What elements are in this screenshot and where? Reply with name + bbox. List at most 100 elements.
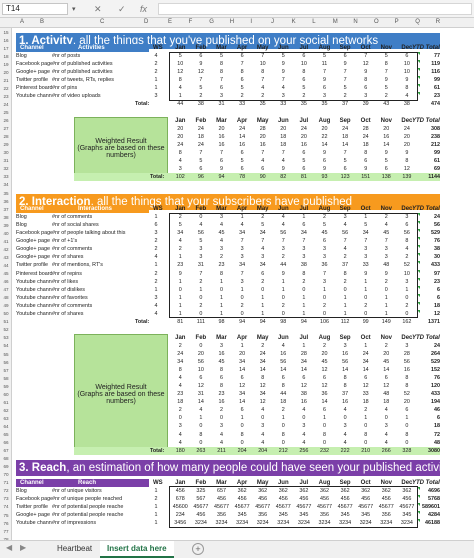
ws-cell[interactable]: 4 [154,310,158,317]
ytd-cell[interactable]: 24 [434,214,440,221]
month-value-cell[interactable]: 345 [237,512,247,518]
month-value-cell[interactable]: 6 [261,270,265,277]
month-value-cell[interactable]: 7 [281,77,285,84]
ytd-cell[interactable]: 38 [434,246,440,253]
month-value-cell[interactable]: 5 [364,222,368,229]
month-value-cell[interactable]: 5 [219,53,223,60]
month-value-cell[interactable]: 4 [343,246,347,253]
channel-cell[interactable]: Youtube channel [16,520,52,527]
metric-cell[interactable]: #nr of unique visitors [52,487,102,494]
month-value-cell[interactable]: 3 [364,93,368,100]
month-value-cell[interactable]: 33 [362,262,369,269]
month-value-cell[interactable]: 52 [403,262,410,269]
month-value-cell[interactable]: 1 [343,302,347,309]
channel-cell[interactable]: Facebook page [16,495,52,502]
ytd-cell[interactable]: 76 [434,238,440,245]
row-number[interactable]: 60 [3,391,9,397]
month-value-cell[interactable]: 4 [281,214,285,221]
row-number[interactable]: 35 [3,190,9,196]
month-value-cell[interactable]: 362 [258,487,268,494]
month-value-cell[interactable]: 345 [402,512,412,518]
month-value-cell[interactable]: 3 [261,254,265,261]
month-value-cell[interactable]: 0 [178,286,182,293]
column-header-h[interactable]: H [229,19,235,25]
month-value-cell[interactable]: 45677 [337,503,353,510]
channel-cell[interactable]: Blog [16,214,27,221]
metric-cell[interactable]: #nr of published activities [52,69,113,76]
ytd-cell[interactable]: 433 [431,262,440,269]
row-number[interactable]: 40 [3,230,9,236]
month-value-cell[interactable]: 45677 [193,503,209,510]
month-value-cell[interactable]: 2 [384,214,388,221]
month-value-cell[interactable]: 6 [343,53,347,60]
month-value-cell[interactable]: 1 [178,310,182,317]
month-value-cell[interactable]: 7 [343,238,347,245]
metric-cell[interactable]: #nr of mentions, RT's [52,262,103,269]
row-number[interactable]: 76 [3,520,9,526]
month-value-cell[interactable]: 2 [343,93,347,100]
month-value-cell[interactable]: 2 [261,93,265,100]
month-value-cell[interactable]: 8 [405,238,409,245]
month-value-cell[interactable]: 9 [384,77,388,84]
row-number[interactable]: 27 [3,126,9,132]
month-value-cell[interactable]: 1 [281,286,285,293]
month-value-cell[interactable]: 3 [219,246,223,253]
month-value-cell[interactable]: 3 [384,254,388,261]
ytd-cell[interactable]: 116 [431,69,440,76]
month-value-cell[interactable]: 4 [219,222,223,229]
channel-cell[interactable]: Blog [16,487,27,494]
ytd-cell[interactable]: 529 [431,230,440,237]
month-value-cell[interactable]: 4 [219,238,223,245]
channel-cell[interactable]: Youtube channel [16,286,52,293]
month-value-cell[interactable]: 5 [178,53,182,60]
month-value-cell[interactable]: 8 [384,61,388,68]
metric-cell[interactable]: #nr of +1's [52,238,78,245]
month-value-cell[interactable]: 0 [281,294,285,301]
month-value-cell[interactable]: 45677 [399,503,415,510]
function-icon[interactable]: fx [140,4,148,14]
month-value-cell[interactable]: 6 [219,85,223,92]
month-value-cell[interactable]: 3 [219,214,223,221]
month-value-cell[interactable]: 362 [299,487,309,494]
ws-cell[interactable]: 2 [154,278,158,285]
month-value-cell[interactable]: 4 [281,85,285,92]
metric-cell[interactable]: #nr of shares [52,254,84,261]
channel-cell[interactable]: Blog [16,222,27,229]
month-value-cell[interactable]: 7 [384,69,388,76]
month-value-cell[interactable]: 0 [405,310,409,317]
month-value-cell[interactable]: 45677 [378,503,394,510]
month-value-cell[interactable]: 6 [240,53,244,60]
month-value-cell[interactable]: 56 [342,230,349,237]
channel-cell[interactable]: Pinterest boards [16,85,52,92]
month-value-cell[interactable]: 34 [239,262,246,269]
month-value-cell[interactable]: 48 [383,262,390,269]
month-value-cell[interactable]: 5 [261,222,265,229]
ytd-cell[interactable]: 6 [437,294,440,301]
ytd-cell[interactable]: 99 [434,77,440,84]
month-value-cell[interactable]: 1 [302,294,306,301]
ws-cell[interactable]: 2 [154,69,158,76]
month-value-cell[interactable]: 3 [199,246,203,253]
month-value-cell[interactable]: 5 [178,222,182,229]
month-value-cell[interactable]: 0 [302,286,306,293]
channel-cell[interactable]: Youtube channel [16,93,52,100]
ws-cell[interactable]: 1 [154,214,158,221]
month-value-cell[interactable]: 4 [405,93,409,100]
month-value-cell[interactable]: 6 [240,77,244,84]
month-value-cell[interactable]: 8 [261,69,265,76]
month-value-cell[interactable]: 3234 [277,520,290,527]
month-value-cell[interactable]: 2 [343,254,347,261]
month-value-cell[interactable]: 1 [322,286,326,293]
channel-cell[interactable]: Facebook page [16,230,52,237]
row-number[interactable]: 21 [3,77,9,83]
month-value-cell[interactable]: 345 [278,512,288,518]
month-value-cell[interactable]: 4 [178,238,182,245]
name-box[interactable]: T14 [2,3,68,15]
month-value-cell[interactable]: 45677 [358,503,374,510]
row-number[interactable]: 75 [3,512,9,518]
month-value-cell[interactable]: 34 [259,230,266,237]
row-number[interactable]: 70 [3,472,9,478]
month-value-cell[interactable]: 31 [197,262,204,269]
column-header-b[interactable]: B [40,19,45,25]
month-value-cell[interactable]: 6 [322,85,326,92]
